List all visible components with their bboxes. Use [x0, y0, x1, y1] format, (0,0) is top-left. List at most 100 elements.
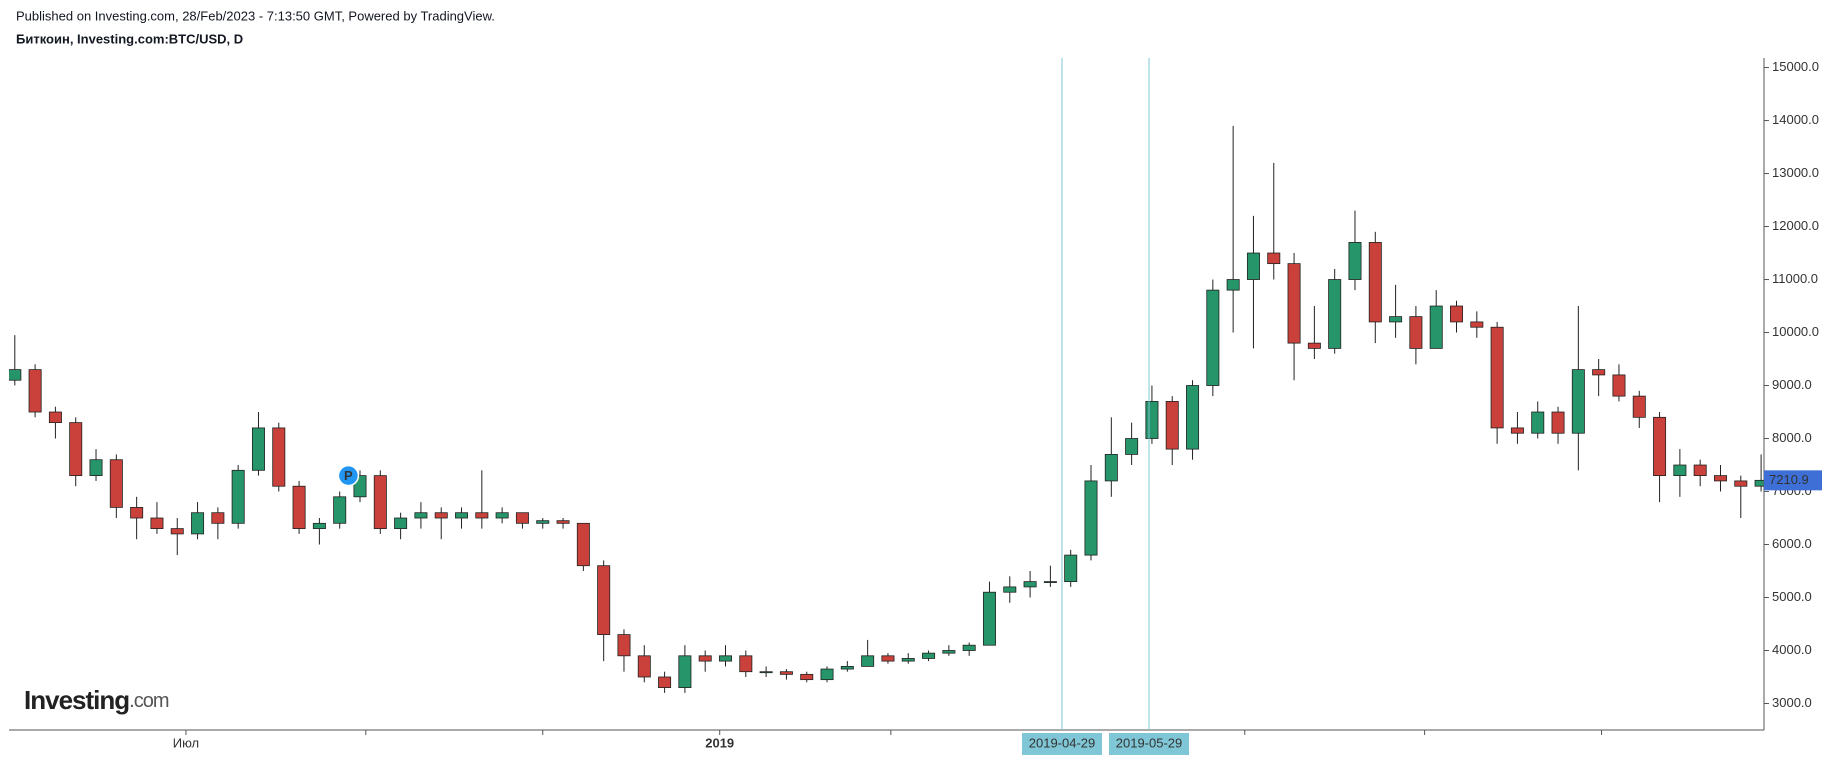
candle-body	[1450, 305, 1464, 323]
candle-body	[1368, 242, 1382, 323]
candle-body	[1693, 464, 1707, 477]
logo-suffix: .com	[129, 690, 169, 712]
candle-body	[1490, 326, 1504, 429]
y-tick-label: 13000.0	[1772, 165, 1819, 180]
candle-body	[69, 422, 83, 477]
candle-body	[658, 676, 672, 689]
logo: Investing.com	[24, 685, 169, 715]
candle-body	[1673, 464, 1687, 477]
x-tick-label: 2019	[705, 735, 734, 750]
candle-body	[1125, 438, 1139, 455]
candle-body	[89, 459, 103, 477]
candle-body	[759, 671, 773, 674]
candle-body	[779, 671, 793, 675]
candle-body	[1510, 427, 1524, 434]
candle-body	[617, 634, 631, 657]
candle-body	[1267, 252, 1281, 265]
candle-body	[576, 522, 590, 567]
y-tick-label: 4000.0	[1772, 642, 1812, 657]
candle-body	[698, 655, 712, 662]
candle-body	[414, 512, 428, 519]
last-price-box	[1764, 470, 1822, 491]
candle-body	[434, 512, 448, 519]
candle-body	[475, 512, 489, 519]
candle-body	[719, 655, 732, 662]
candle-body	[231, 469, 245, 524]
candle-body	[333, 496, 347, 524]
candle-body	[982, 591, 996, 646]
y-tick-label: 15000.0	[1772, 59, 1819, 74]
chart-subtitle: Биткоин, Investing.com:BTC/USD, D	[16, 31, 243, 46]
annotation-badge	[337, 464, 360, 487]
candle-body	[28, 369, 42, 413]
y-tick-label: 11000.0	[1772, 271, 1818, 286]
candle-body	[1734, 480, 1748, 487]
candle-body	[840, 666, 854, 670]
candle-body	[1165, 401, 1179, 450]
candle-body	[1713, 475, 1727, 482]
candle-body	[1348, 242, 1362, 280]
candle-body	[1389, 316, 1403, 323]
candle-body	[922, 652, 936, 659]
last-price-label: 7210.9	[1769, 472, 1809, 487]
candle-body	[1226, 279, 1240, 291]
y-tick-label: 8000.0	[1772, 430, 1812, 445]
candle-body	[1592, 369, 1606, 376]
candle-body	[597, 565, 611, 636]
candle-body	[881, 655, 895, 662]
candle-body	[1612, 374, 1626, 397]
candle-body	[150, 517, 164, 530]
candle-body	[1287, 263, 1301, 344]
candle-body	[1064, 554, 1078, 583]
candle-body	[1653, 416, 1667, 477]
candle-body	[820, 668, 834, 681]
candle-body	[515, 512, 529, 524]
x-tick-label: Июл	[173, 735, 199, 750]
candle-body	[942, 650, 956, 654]
candle-body	[861, 655, 875, 667]
candle-body	[1043, 581, 1057, 584]
y-tick-label: 10000.0	[1772, 324, 1819, 339]
candle-body	[170, 528, 184, 535]
plot-area	[9, 125, 1764, 693]
candle-body	[1470, 321, 1484, 328]
marker-label: 2019-04-29	[1029, 735, 1096, 750]
candle-body	[394, 517, 408, 530]
candle-body	[962, 644, 976, 651]
y-tick-label: 14000.0	[1772, 112, 1819, 127]
candle-body	[901, 658, 915, 662]
candle-body	[1307, 342, 1321, 349]
chart-title: Published on Investing.com, 28/Feb/2023 …	[16, 8, 495, 23]
candle-body	[272, 427, 286, 487]
candle-body	[1246, 252, 1260, 280]
candle-body	[130, 507, 144, 519]
candle-body	[1571, 369, 1585, 434]
y-tick-label: 6000.0	[1772, 536, 1812, 551]
candle-body	[9, 369, 22, 381]
candle-body	[1409, 316, 1423, 349]
candle-body	[556, 520, 570, 524]
candle-body	[800, 673, 814, 681]
candle-body	[1104, 454, 1118, 482]
candle-body	[678, 655, 692, 689]
annotation-label: P	[344, 468, 353, 483]
logo-main: Investing	[24, 685, 129, 715]
candle-body	[1023, 581, 1037, 588]
candle-body	[495, 512, 509, 519]
candle-body	[312, 522, 326, 530]
candle-body	[1145, 401, 1159, 439]
candle-body	[1551, 411, 1565, 434]
candle-body	[455, 512, 469, 519]
y-tick-label: 9000.0	[1772, 377, 1812, 392]
candle-body	[1632, 395, 1646, 418]
candle-body	[48, 411, 62, 424]
candle-body	[1754, 479, 1764, 487]
candle-body	[637, 655, 651, 678]
marker-label-bg	[1022, 733, 1102, 755]
candle-body	[373, 475, 387, 530]
candle-body	[1206, 289, 1220, 386]
y-tick-label: 3000.0	[1772, 695, 1812, 710]
candle-body	[1531, 411, 1545, 434]
